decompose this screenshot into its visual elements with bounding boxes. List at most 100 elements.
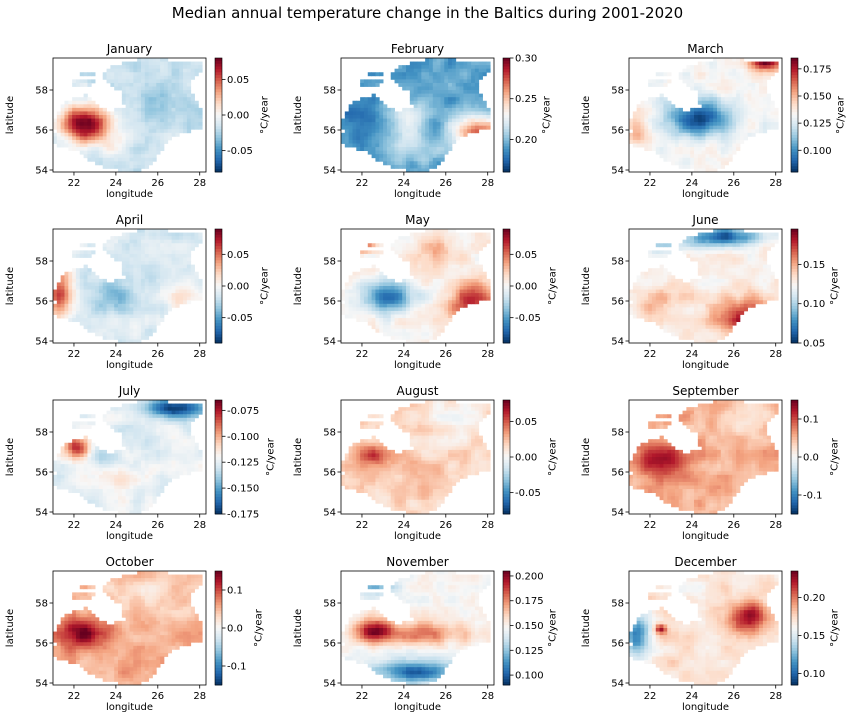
heatmap-cell: [667, 275, 672, 280]
heatmap-cell: [402, 286, 407, 290]
heatmap-cell: [755, 65, 760, 70]
heatmap-cell: [98, 136, 104, 141]
heatmap-cell: [697, 122, 703, 127]
heatmap-cell: [690, 111, 695, 116]
heatmap-cell: [478, 115, 483, 119]
heatmap-cell: [632, 132, 638, 137]
heatmap-cell: [125, 293, 130, 298]
heatmap-cell: [705, 164, 710, 169]
heatmap-cell: [471, 268, 476, 273]
colorbar-segment: [503, 163, 510, 167]
heatmap-cell: [121, 79, 127, 84]
heatmap-cell: [690, 125, 695, 130]
heatmap-cell: [436, 157, 441, 162]
heatmap-cell: [705, 147, 710, 152]
heatmap-cell: [713, 100, 718, 105]
heatmap-cell: [133, 139, 138, 144]
heatmap-cell: [110, 307, 115, 312]
heatmap-cell: [163, 136, 169, 141]
heatmap-cell: [713, 143, 718, 148]
heatmap-cell: [363, 296, 369, 301]
heatmap-cell: [160, 82, 165, 87]
heatmap-cell: [648, 129, 653, 134]
heatmap-cell: [432, 154, 438, 159]
heatmap-cell: [674, 118, 680, 123]
heatmap-cell: [352, 104, 357, 109]
heatmap-cell: [106, 303, 111, 308]
heatmap-cell: [402, 236, 407, 241]
heatmap-cell: [421, 253, 426, 258]
heatmap-cell: [118, 86, 123, 91]
heatmap-cell: [167, 107, 172, 112]
heatmap-cell: [348, 282, 353, 287]
heatmap-cell: [697, 150, 703, 155]
heatmap-cell: [367, 253, 372, 258]
heatmap-cell: [394, 300, 399, 305]
y-tick-label: 54: [323, 166, 336, 177]
heatmap-cell: [467, 75, 472, 80]
heatmap-cell: [383, 282, 388, 287]
colorbar-segment: [791, 63, 798, 67]
heatmap-cell: [432, 58, 438, 62]
heatmap-cell: [152, 65, 157, 70]
heatmap-cell: [444, 253, 449, 258]
heatmap-cell: [671, 282, 676, 287]
heatmap-cell: [751, 75, 756, 80]
heatmap-cell: [678, 139, 683, 144]
heatmap-cell: [102, 147, 107, 152]
heatmap-cell: [455, 75, 460, 80]
heatmap-cell: [409, 72, 415, 77]
y-tick-label: 54: [35, 337, 48, 348]
heatmap-cell: [125, 82, 130, 87]
colorbar-segment: [215, 92, 222, 96]
heatmap-cell: [160, 115, 165, 119]
heatmap-cell: [455, 61, 460, 66]
heatmap-cell: [709, 257, 714, 262]
heatmap-cell: [655, 72, 660, 77]
heatmap-cell: [471, 65, 476, 70]
heatmap-cell: [425, 229, 430, 233]
heatmap-cell: [724, 111, 729, 116]
heatmap-cell: [436, 236, 441, 241]
heatmap-cell: [175, 129, 180, 134]
heatmap-cell: [697, 125, 703, 130]
heatmap-cell: [659, 286, 664, 290]
heatmap-cell: [398, 236, 403, 241]
heatmap-cell: [190, 275, 195, 280]
heatmap-cell: [463, 236, 468, 241]
heatmap-cell: [467, 289, 472, 294]
heatmap-cell: [728, 264, 733, 269]
heatmap-cell: [655, 139, 660, 144]
heatmap-cell: [478, 125, 483, 130]
heatmap-cell: [75, 296, 81, 301]
heatmap-cell: [121, 61, 127, 66]
heatmap-cell: [655, 129, 660, 134]
heatmap-cell: [739, 115, 745, 119]
heatmap-cell: [121, 147, 127, 152]
heatmap-cell: [716, 93, 722, 98]
heatmap-cell: [83, 300, 88, 305]
heatmap-cell: [60, 111, 65, 116]
heatmap-cell: [432, 282, 438, 287]
heatmap-cell: [444, 282, 449, 287]
heatmap-cell: [705, 82, 710, 87]
colorbar-segment: [503, 143, 510, 147]
heatmap-cell: [371, 307, 376, 312]
heatmap-cell: [425, 246, 430, 251]
heatmap-cell: [448, 107, 453, 112]
heatmap-cell: [425, 136, 430, 141]
heatmap-cell: [106, 72, 111, 77]
heatmap-cell: [121, 118, 127, 123]
heatmap-cell: [64, 125, 69, 130]
heatmap-cell: [409, 318, 415, 323]
heatmap-cell: [398, 250, 403, 255]
heatmap-cell: [360, 282, 365, 287]
heatmap-cell: [417, 239, 422, 244]
heatmap-cell: [467, 253, 472, 258]
heatmap-cell: [713, 271, 718, 276]
colorbar-tick-label: 0.30: [515, 54, 537, 65]
heatmap-cell: [755, 250, 760, 255]
heatmap-cell: [344, 139, 350, 144]
heatmap-cell: [701, 125, 706, 130]
heatmap-cell: [728, 79, 733, 84]
